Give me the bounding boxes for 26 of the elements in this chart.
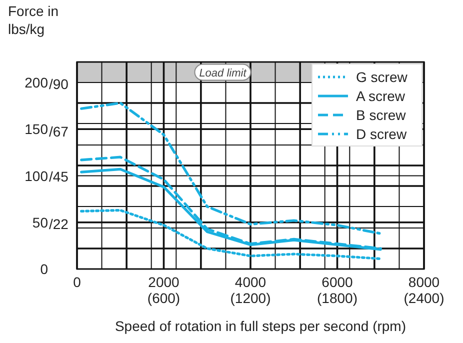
x2-tick-label: (1200) [230, 290, 271, 306]
line-series [80, 208, 382, 260]
y-axis-title: Force in lbs/kg [8, 3, 59, 37]
y2-tick-label: /22 [49, 216, 69, 232]
legend-label: D screw [356, 126, 408, 142]
x-tick-label: 2000 [148, 274, 180, 290]
y2-tick-label: /67 [49, 123, 69, 140]
y-tick-label: 150 [24, 121, 48, 138]
y-tick-label: 200 [24, 74, 48, 91]
band-label: Load limit [199, 67, 248, 80]
x-tick-label: 8000 [408, 274, 440, 290]
x2-tick-label: (2400) [404, 290, 444, 306]
y2-tick-label: /45 [49, 168, 69, 184]
legend-label: A screw [356, 88, 406, 104]
legend-label: B screw [356, 107, 407, 123]
x-tick-label: 6000 [322, 274, 354, 290]
x-axis-title: Speed of rotation in full steps per second (rpm) [114, 318, 406, 334]
y2-tick-label: /90 [49, 76, 69, 92]
legend-label: G screw [356, 69, 408, 85]
y-tick-label: 100 [24, 168, 48, 184]
x-tick-label: 4000 [234, 274, 266, 290]
x-tick-label: 0 [73, 274, 82, 290]
x2-tick-label: (1800) [317, 290, 358, 306]
y-tick-label: 50 [32, 214, 48, 230]
x2-tick-label: (600) [147, 290, 180, 306]
y-tick-label: 0 [40, 261, 48, 277]
